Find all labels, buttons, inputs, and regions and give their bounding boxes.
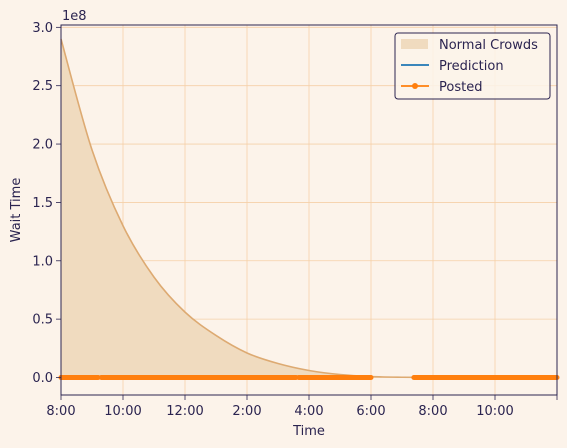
x-tick-label-6: 8:00 (418, 404, 447, 419)
x-axis-label: Time (292, 424, 325, 439)
y-tick-label-0: 0.0 (32, 371, 53, 386)
x-tick-label-7: 10:00 (476, 404, 513, 419)
x-tick-label-2: 12:00 (166, 404, 203, 419)
legend-label-posted: Posted (439, 80, 482, 95)
y-tick-label-5: 2.5 (32, 79, 53, 94)
y-tick-label-4: 2.0 (32, 138, 53, 153)
x-tick-label-5: 6:00 (356, 404, 385, 419)
normal-crowds-area (61, 39, 557, 378)
y-tick-label-6: 3.0 (32, 21, 53, 36)
legend-label-prediction: Prediction (439, 59, 504, 74)
y-tick-label-3: 1.5 (32, 196, 53, 211)
x-tick-label-3: 2:00 (232, 404, 261, 419)
y-axis-label: Wait Time (9, 178, 24, 243)
x-tick-label-4: 4:00 (294, 404, 323, 419)
legend-box (394, 32, 551, 100)
legend-swatch-normal-crowds (401, 39, 428, 49)
x-tick-label-1: 10:00 (104, 404, 141, 419)
y-scale-label: 1e8 (62, 9, 87, 24)
y-tick-label-2: 1.0 (32, 254, 53, 269)
x-tick-label-0: 8:00 (46, 404, 75, 419)
y-axis: 0.0 0.5 1.0 1.5 2.0 2.5 3.0 (32, 21, 61, 386)
legend-label-normal-crowds: Normal Crowds (439, 38, 538, 53)
legend-marker-posted (412, 83, 418, 89)
x-axis: 8:00 10:00 12:00 2:00 4:00 6:00 8:00 10:00 (46, 395, 558, 419)
y-tick-label-1: 0.5 (32, 313, 53, 328)
legend: Normal Crowds Prediction Posted (394, 32, 551, 100)
